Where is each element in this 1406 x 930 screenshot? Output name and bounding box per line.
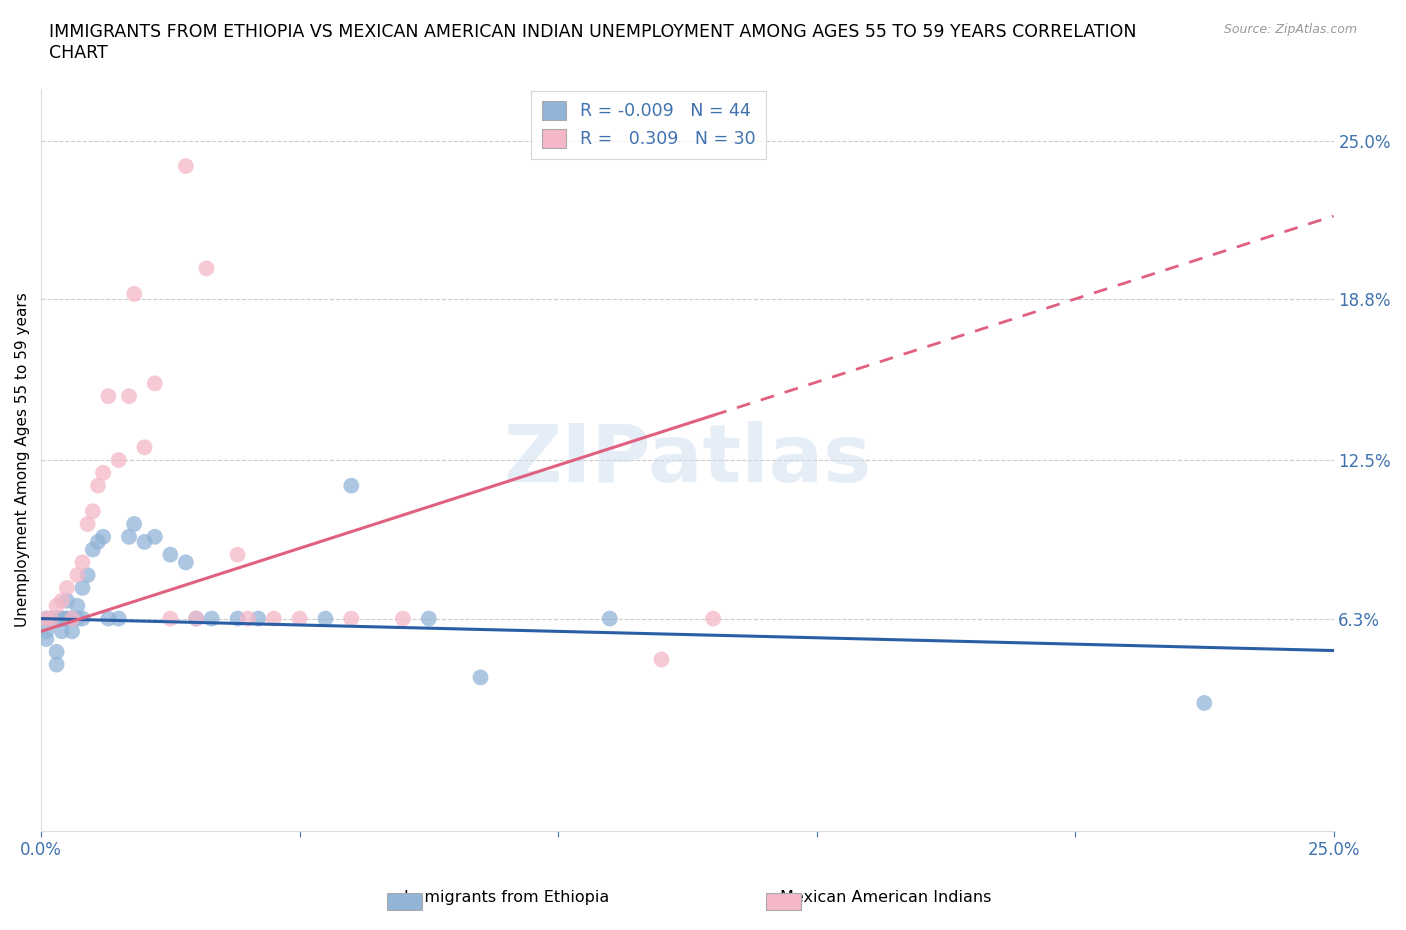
Point (599, 611, 621, 626)
Point (72, 555, 94, 570)
Point (702, 611, 724, 626)
Point (134, 535, 156, 550)
Point (82, 542, 104, 557)
Point (35, 624, 58, 639)
Legend: R = -0.009   N = 44, R =   0.309   N = 30: R = -0.009 N = 44, R = 0.309 N = 30 (531, 90, 766, 159)
Point (134, 440, 156, 455)
Point (418, 611, 440, 626)
Point (45, 598, 67, 613)
Point (56, 611, 79, 626)
Point (226, 547, 249, 562)
Point (1194, 696, 1216, 711)
Point (45, 644, 67, 659)
Point (97, 611, 120, 626)
Y-axis label: Unemployment Among Ages 55 to 59 years: Unemployment Among Ages 55 to 59 years (15, 293, 30, 628)
Point (35, 631, 58, 646)
Point (76, 516, 98, 531)
Text: ZIPatlas: ZIPatlas (503, 421, 872, 499)
Point (107, 453, 129, 468)
Point (470, 670, 492, 684)
Point (97, 389, 120, 404)
Point (51, 624, 73, 639)
Point (226, 611, 249, 626)
Point (195, 261, 218, 276)
Point (56, 593, 79, 608)
Point (340, 611, 363, 626)
Point (340, 478, 363, 493)
Text: Source: ZipAtlas.com: Source: ZipAtlas.com (1223, 23, 1357, 36)
Point (122, 516, 145, 531)
Point (174, 555, 197, 570)
Point (51, 611, 73, 626)
Point (51, 593, 73, 608)
Point (45, 611, 67, 626)
Point (35, 611, 58, 626)
Point (107, 611, 129, 626)
Point (60, 624, 83, 639)
Point (159, 547, 181, 562)
Point (91, 529, 114, 544)
Point (650, 652, 672, 667)
Text: IMMIGRANTS FROM ETHIOPIA VS MEXICAN AMERICAN INDIAN UNEMPLOYMENT AMONG AGES 55 T: IMMIGRANTS FROM ETHIOPIA VS MEXICAN AMER… (49, 23, 1136, 62)
Point (76, 567, 98, 582)
Point (66, 598, 89, 613)
Point (263, 611, 285, 626)
Point (41, 611, 63, 626)
Point (60, 611, 83, 626)
Point (56, 611, 79, 626)
Text: Immigrants from Ethiopia: Immigrants from Ethiopia (404, 890, 609, 905)
Point (174, 159, 197, 174)
Point (201, 611, 224, 626)
Point (118, 389, 141, 404)
Point (87, 535, 110, 550)
Point (66, 567, 89, 582)
Point (118, 529, 141, 544)
Point (392, 611, 415, 626)
Point (51, 611, 73, 626)
Point (60, 611, 83, 626)
Point (41, 611, 63, 626)
Text: Mexican American Indians: Mexican American Indians (780, 890, 991, 905)
Point (56, 580, 79, 595)
Point (91, 465, 114, 480)
Point (66, 611, 89, 626)
Point (87, 478, 110, 493)
Point (72, 580, 94, 595)
Point (45, 611, 67, 626)
Point (186, 611, 208, 626)
Point (45, 658, 67, 672)
Point (143, 529, 166, 544)
Point (314, 611, 336, 626)
Point (288, 611, 311, 626)
Point (35, 611, 58, 626)
Point (236, 611, 259, 626)
Point (247, 611, 270, 626)
Point (82, 504, 104, 519)
Point (143, 376, 166, 391)
Point (186, 611, 208, 626)
Point (41, 611, 63, 626)
Point (72, 611, 94, 626)
Point (122, 286, 145, 301)
Point (159, 611, 181, 626)
Point (41, 611, 63, 626)
